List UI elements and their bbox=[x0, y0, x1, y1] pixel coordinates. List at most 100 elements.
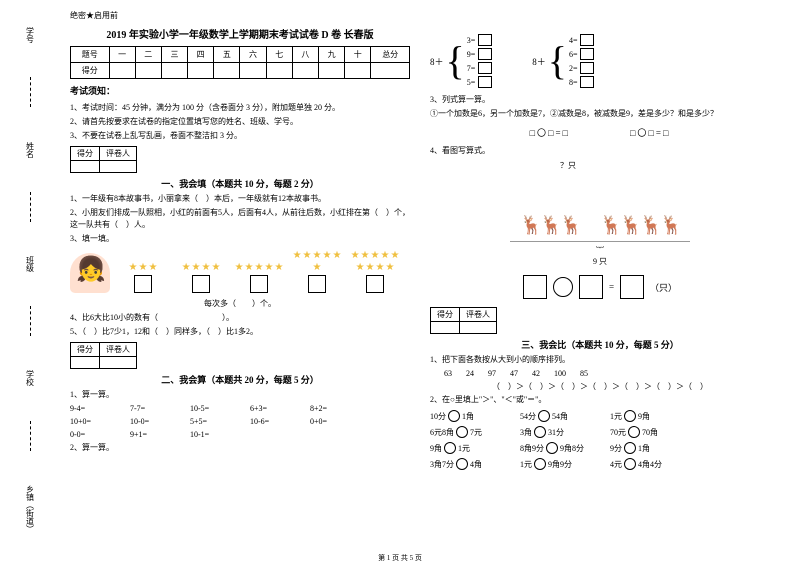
compare-item: 70元70角 bbox=[610, 426, 690, 438]
s1-q5: 5、（ ）比7少1，12和（ ）同样多，（ ）比1多2。 bbox=[70, 326, 410, 338]
section1-title: 一、我会填（本题共 10 分，每题 2 分） bbox=[70, 177, 410, 190]
score-table: 题号一二三四五六七八九十总分 得分 bbox=[70, 46, 410, 79]
answer-box[interactable] bbox=[478, 48, 492, 60]
compare-circle[interactable] bbox=[538, 410, 550, 422]
answer-box[interactable] bbox=[580, 48, 594, 60]
compare-circle[interactable] bbox=[624, 458, 636, 470]
compare-circle[interactable] bbox=[628, 426, 640, 438]
answer-box[interactable] bbox=[134, 275, 152, 293]
equation-template: □〇□=□ bbox=[530, 126, 570, 139]
section2-title: 二、我会算（本题共 20 分，每题 5 分） bbox=[70, 373, 410, 386]
s2-q3t: ①一个加数是6，另一个加数是7，②减数是8，被减数是9，差是多少？和是多少？ bbox=[430, 108, 770, 120]
compare-grid: 10分1角 54分54角 1元9角 6元8角7元 3角31分 70元70角 9角… bbox=[430, 410, 770, 470]
calc-grid: 9-4=7-7=10-5=6+3=8+2= 10+0=10-0=5+5=10-6… bbox=[70, 404, 410, 439]
answer-box[interactable] bbox=[523, 275, 547, 299]
rule-2: 2、请首先按要求在试卷的指定位置填写您的姓名、班级、学号。 bbox=[70, 116, 410, 127]
star-group: ★★★★★★ bbox=[292, 250, 342, 293]
brace-symbol: { bbox=[548, 47, 567, 75]
answer-box[interactable] bbox=[478, 76, 492, 88]
grader-table: 得分评卷人 bbox=[70, 146, 137, 173]
compare-item: 3角7分4角 bbox=[430, 458, 510, 470]
compare-item: 54分54角 bbox=[520, 410, 600, 422]
compare-circle[interactable] bbox=[456, 458, 468, 470]
compare-circle[interactable] bbox=[534, 426, 546, 438]
star-group: ★★★ bbox=[118, 262, 168, 293]
score-value-row: 得分 bbox=[71, 63, 410, 79]
side-line bbox=[30, 421, 31, 451]
answer-box[interactable] bbox=[478, 62, 492, 74]
s1-q4: 4、比6大比10小的数有（ ）。 bbox=[70, 312, 410, 324]
s1-q3b: 每次多（ ）个。 bbox=[70, 298, 410, 310]
side-line bbox=[30, 192, 31, 222]
compare-circle[interactable] bbox=[444, 442, 456, 454]
star-group: ★★★★★★★★★ bbox=[350, 250, 400, 293]
star-group: ★★★★★ bbox=[234, 262, 284, 293]
side-xuehao: 学号 bbox=[25, 27, 36, 43]
answer-box[interactable] bbox=[250, 275, 268, 293]
side-xingming: 姓名 bbox=[25, 142, 36, 158]
side-line bbox=[30, 306, 31, 336]
answer-box[interactable] bbox=[308, 275, 326, 293]
rules-list: 1、考试时间：45 分钟，满分为 100 分（含卷面分 3 分），附加题单独 2… bbox=[70, 102, 410, 142]
rules-title: 考试须知： bbox=[70, 84, 410, 97]
score-head-row: 题号一二三四五六七八九十总分 bbox=[71, 47, 410, 63]
answer-box[interactable] bbox=[580, 62, 594, 74]
brace-row: 8＋ { 3= 9= 7= 5= 8＋ { 4= 6= 2= 8= bbox=[430, 30, 770, 92]
answer-box[interactable] bbox=[620, 275, 644, 299]
s3-q1: 1、把下面各数按从大到小的顺序排列。 bbox=[430, 354, 770, 366]
rule-1: 1、考试时间：45 分钟，满分为 100 分（含卷面分 3 分），附加题单独 2… bbox=[70, 102, 410, 113]
side-xuexiao: 学校 bbox=[25, 370, 36, 386]
s1-q2: 2、小朋友们排成一队照相，小红的前面有5人，后面有4人，从前往后数，小红排在第（… bbox=[70, 207, 410, 231]
compare-item: 4元4角4分 bbox=[610, 458, 690, 470]
eq-row: □〇□=□ □〇□=□ bbox=[430, 122, 770, 143]
operator-circle[interactable] bbox=[553, 277, 573, 297]
page: 绝密★启用前 2019 年实验小学一年级数学上学期期末考试试卷 D 卷 长春版 … bbox=[0, 0, 800, 560]
left-column: 绝密★启用前 2019 年实验小学一年级数学上学期期末考试试卷 D 卷 长春版 … bbox=[60, 10, 420, 555]
s2-q3: 3、列式算一算。 bbox=[430, 94, 770, 106]
grader-table: 得分评卷人 bbox=[70, 342, 137, 369]
brace-1: 8＋ { 3= 9= 7= 5= bbox=[430, 34, 492, 88]
sort-blanks: （ ）＞（ ）＞（ ）＞（ ）＞（ ）＞（ ）＞（ ） bbox=[430, 381, 770, 392]
answer-box[interactable] bbox=[366, 275, 384, 293]
deer-image: ？只 🦌 🦌 🦌 🦌 🦌 🦌 🦌 bbox=[510, 162, 690, 242]
compare-item: 6元8角7元 bbox=[430, 426, 510, 438]
compare-circle[interactable] bbox=[448, 410, 460, 422]
compare-item: 9分1角 bbox=[610, 442, 690, 454]
right-column: 8＋ { 3= 9= 7= 5= 8＋ { 4= 6= 2= 8= bbox=[420, 10, 780, 555]
compare-item: 8角9分9角8分 bbox=[520, 442, 600, 454]
big-equation: = （只） bbox=[430, 275, 770, 299]
secret-header: 绝密★启用前 bbox=[70, 10, 410, 21]
compare-item: 3角31分 bbox=[520, 426, 600, 438]
under-brace: ︸9 只 bbox=[430, 245, 770, 267]
s2-q2: 2、算一算。 bbox=[70, 442, 410, 454]
compare-circle[interactable] bbox=[534, 458, 546, 470]
compare-circle[interactable] bbox=[546, 442, 558, 454]
binding-sidebar: 学号 姓名 班级 学校 乡镇（街道） bbox=[5, 10, 55, 550]
answer-box[interactable] bbox=[579, 275, 603, 299]
rule-3: 3、不要在试卷上乱写乱画，卷面不整洁扣 3 分。 bbox=[70, 130, 410, 141]
page-footer: 第 1 页 共 5 页 bbox=[0, 553, 800, 563]
answer-box[interactable] bbox=[478, 34, 492, 46]
girl-image bbox=[70, 253, 110, 293]
side-banji: 班级 bbox=[25, 256, 36, 272]
answer-box[interactable] bbox=[580, 76, 594, 88]
sort-numbers: 632497474210085 bbox=[444, 369, 770, 378]
stars-row: ★★★ ★★★★ ★★★★★ ★★★★★★ ★★★★★★★★★ bbox=[70, 250, 410, 293]
brace-2: 8＋ { 4= 6= 2= 8= bbox=[532, 34, 594, 88]
compare-circle[interactable] bbox=[624, 410, 636, 422]
compare-item: 9角1元 bbox=[430, 442, 510, 454]
section3-title: 三、我会比（本题共 10 分，每题 5 分） bbox=[430, 338, 770, 351]
answer-box[interactable] bbox=[192, 275, 210, 293]
s3-q2: 2、在○里填上"＞"、"＜"或"＝"。 bbox=[430, 394, 770, 406]
answer-box[interactable] bbox=[580, 34, 594, 46]
s2-q4: 4、看图写算式。 bbox=[430, 145, 770, 157]
compare-circle[interactable] bbox=[624, 442, 636, 454]
brace-symbol: { bbox=[446, 47, 465, 75]
s1-q3: 3、填一填。 bbox=[70, 233, 410, 245]
star-group: ★★★★ bbox=[176, 262, 226, 293]
side-line bbox=[30, 77, 31, 107]
grader-table: 得分评卷人 bbox=[430, 307, 497, 334]
equation-template: □〇□=□ bbox=[630, 126, 670, 139]
exam-title: 2019 年实验小学一年级数学上学期期末考试试卷 D 卷 长春版 bbox=[70, 26, 410, 41]
compare-circle[interactable] bbox=[456, 426, 468, 438]
